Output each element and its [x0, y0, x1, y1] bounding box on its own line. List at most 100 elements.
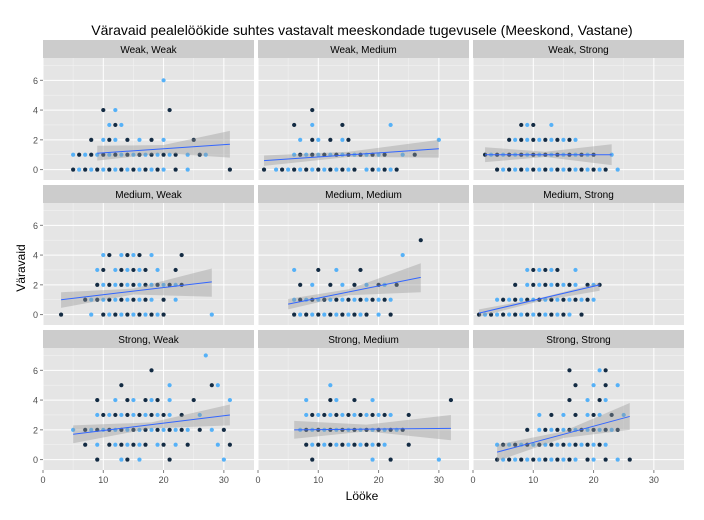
- data-point: [113, 122, 118, 128]
- facet-panel: Weak, Medium: [257, 40, 469, 180]
- trend-line: [496, 415, 630, 453]
- data-point: [507, 297, 512, 302]
- y-tick-label: 4: [33, 251, 38, 261]
- data-point: [495, 442, 500, 447]
- data-point: [501, 457, 506, 462]
- data-point: [125, 252, 130, 258]
- facet-panel: Strong, Weak 0 2 4 6 0 10 20 30: [33, 330, 254, 485]
- confidence-band: [61, 268, 212, 308]
- data-point: [95, 397, 100, 403]
- data-point: [328, 312, 333, 317]
- data-point: [334, 397, 339, 403]
- data-point: [549, 297, 554, 302]
- data-point: [591, 297, 596, 302]
- data-point: [304, 152, 309, 157]
- data-point: [561, 412, 566, 418]
- data-point: [340, 167, 345, 172]
- data-point: [310, 107, 315, 113]
- panel-background: [258, 348, 469, 470]
- data-point: [400, 152, 405, 157]
- data-point: [495, 457, 500, 462]
- data-point: [143, 267, 148, 273]
- data-point: [304, 167, 309, 172]
- data-point: [298, 137, 303, 142]
- data-point: [334, 312, 339, 317]
- data-point: [316, 137, 321, 142]
- data-point: [346, 427, 351, 432]
- data-point: [340, 442, 345, 447]
- data-point: [167, 107, 172, 113]
- data-point: [609, 427, 614, 432]
- data-point: [543, 282, 548, 287]
- data-point: [328, 137, 333, 142]
- panel-background: [43, 58, 254, 180]
- data-point: [221, 427, 226, 432]
- data-point: [179, 427, 184, 432]
- data-point: [609, 412, 614, 418]
- data-point: [334, 267, 339, 273]
- data-point: [203, 353, 208, 358]
- data-point: [531, 442, 536, 447]
- data-point: [597, 368, 602, 373]
- data-point: [125, 457, 130, 462]
- data-point: [119, 442, 124, 447]
- data-point: [125, 167, 130, 172]
- data-point: [352, 312, 357, 317]
- data-point: [501, 442, 506, 447]
- data-point: [191, 397, 196, 403]
- data-point: [167, 152, 172, 157]
- data-point: [561, 457, 566, 462]
- data-point: [119, 412, 124, 418]
- data-point: [585, 457, 590, 462]
- data-point: [316, 167, 321, 172]
- data-point: [310, 167, 315, 172]
- y-tick-label: 6: [33, 366, 38, 376]
- data-point: [167, 427, 172, 432]
- data-point: [209, 427, 214, 432]
- data-point: [501, 167, 506, 172]
- data-point: [316, 267, 321, 273]
- data-point: [615, 457, 620, 462]
- data-point: [167, 282, 172, 287]
- data-point: [149, 368, 154, 373]
- confidence-band: [479, 282, 600, 317]
- data-point: [591, 383, 596, 388]
- data-point: [58, 312, 64, 317]
- data-point: [549, 412, 554, 418]
- data-point: [525, 122, 530, 128]
- data-point: [406, 442, 411, 447]
- data-point: [567, 442, 572, 447]
- data-point: [537, 267, 542, 273]
- data-point: [543, 297, 548, 302]
- data-point: [167, 397, 172, 403]
- data-point: [119, 122, 124, 128]
- data-point: [358, 267, 363, 273]
- data-point: [304, 397, 309, 403]
- data-point: [167, 412, 172, 418]
- data-point: [561, 442, 566, 447]
- facet-panel: Weak, Strong: [472, 40, 684, 180]
- data-point: [531, 167, 536, 172]
- data-point: [221, 457, 226, 462]
- data-point: [495, 297, 500, 302]
- data-point: [567, 297, 572, 302]
- data-point: [292, 297, 297, 302]
- data-point: [358, 312, 363, 317]
- data-point: [77, 167, 82, 172]
- data-point: [179, 412, 184, 418]
- data-point: [519, 297, 524, 302]
- data-point: [119, 167, 124, 172]
- trend-line: [73, 414, 230, 435]
- data-point: [161, 297, 166, 302]
- data-point: [161, 152, 166, 157]
- facet-panel: Weak, Weak 0 2 4 6: [33, 40, 254, 180]
- data-point: [149, 312, 154, 317]
- data-point: [513, 137, 518, 142]
- data-point: [525, 137, 530, 142]
- confidence-band: [497, 403, 630, 462]
- data-point: [609, 152, 614, 157]
- data-point: [310, 152, 315, 157]
- data-point: [155, 397, 160, 403]
- data-point: [555, 457, 560, 462]
- data-point: [203, 152, 208, 157]
